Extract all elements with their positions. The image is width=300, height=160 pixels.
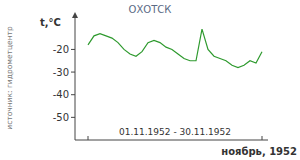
y-tick-label: -20 — [53, 44, 69, 55]
x-label: 01.11.1952 - 30.11.1952 — [119, 127, 231, 137]
y-tick-label: -50 — [53, 112, 69, 123]
x-axis-end — [262, 136, 263, 140]
plot-area — [88, 29, 262, 67]
y-tick — [71, 49, 75, 50]
y-tick-label: -30 — [53, 67, 69, 78]
y-tick-label: -40 — [53, 89, 69, 100]
y-axis-arrow — [72, 12, 78, 18]
caption: ноябрь, 1952 — [221, 146, 297, 157]
y-tick — [71, 94, 75, 95]
title: ОХОТСК — [129, 4, 172, 15]
x-axis — [75, 140, 268, 141]
y-tick — [71, 117, 75, 118]
y-tick — [71, 72, 75, 73]
y-label: t,°C — [40, 17, 61, 28]
y-axis — [75, 16, 76, 140]
temperature-line — [88, 29, 262, 67]
chart: ОХОТСК t,°C источник: гидрометцентр -50 -40 -… — [0, 0, 300, 160]
source: источник: гидрометцентр — [5, 26, 14, 130]
x-axis-end — [88, 136, 89, 140]
